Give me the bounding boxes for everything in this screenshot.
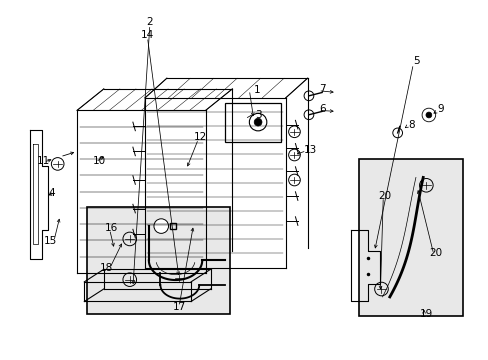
Text: 15: 15	[44, 236, 57, 246]
Text: 20: 20	[378, 191, 391, 201]
Text: 9: 9	[437, 104, 444, 113]
Text: 3: 3	[254, 110, 261, 120]
Text: 2: 2	[146, 17, 153, 27]
Text: 14: 14	[141, 30, 154, 40]
Text: 12: 12	[194, 132, 207, 142]
Circle shape	[304, 110, 313, 120]
Bar	[87, 207, 229, 314]
Text: 11: 11	[37, 157, 50, 166]
Text: 13: 13	[303, 145, 316, 155]
Circle shape	[425, 112, 431, 118]
Text: 5: 5	[412, 57, 419, 66]
Text: 20: 20	[429, 248, 442, 258]
Circle shape	[392, 128, 402, 138]
Circle shape	[154, 219, 168, 233]
Text: 4: 4	[48, 188, 55, 198]
Text: 7: 7	[318, 84, 325, 94]
Circle shape	[304, 91, 313, 101]
Bar	[358, 158, 462, 316]
Text: 16: 16	[104, 223, 118, 233]
Text: 6: 6	[318, 104, 325, 113]
Text: 17: 17	[172, 302, 185, 312]
Text: 1: 1	[254, 85, 261, 95]
Text: 18: 18	[100, 262, 113, 273]
Circle shape	[254, 118, 262, 126]
Text: 19: 19	[419, 309, 432, 319]
Bar	[224, 103, 280, 143]
Text: 8: 8	[408, 120, 414, 130]
Text: 10: 10	[92, 157, 105, 166]
